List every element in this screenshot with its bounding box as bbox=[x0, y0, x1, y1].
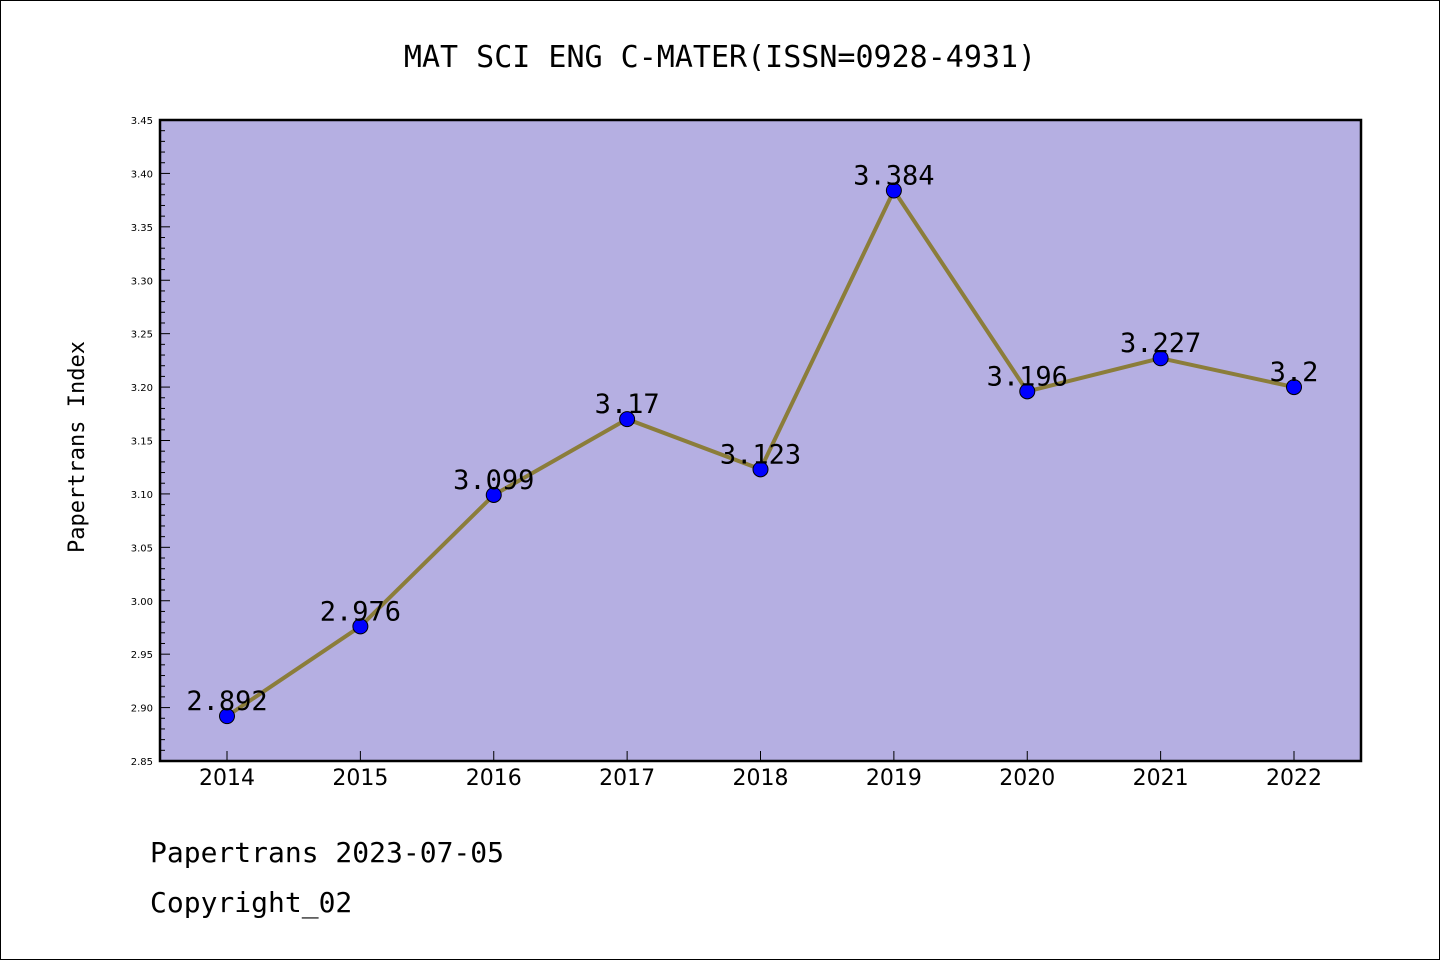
data-label: 2.976 bbox=[320, 596, 401, 627]
data-point bbox=[1152, 350, 1169, 367]
y-tick-label: 3.25 bbox=[131, 330, 153, 341]
data-label: 3.196 bbox=[987, 361, 1068, 392]
data-point bbox=[1019, 383, 1036, 400]
y-tick-label: 3.40 bbox=[131, 169, 153, 180]
x-tick-label: 2017 bbox=[599, 766, 655, 791]
y-tick-label: 2.85 bbox=[131, 757, 153, 768]
plot-area bbox=[158, 118, 1363, 763]
data-label: 3.123 bbox=[720, 439, 801, 470]
data-label: 3.2 bbox=[1270, 357, 1319, 388]
data-point bbox=[619, 411, 636, 428]
y-tick-label: 3.35 bbox=[131, 223, 153, 234]
y-tick-label: 3.30 bbox=[131, 276, 153, 287]
x-tick-label: 2021 bbox=[1133, 766, 1189, 791]
y-tick-label: 3.15 bbox=[131, 437, 153, 448]
data-label: 2.892 bbox=[186, 686, 267, 717]
y-axis: 2.85 2.90 2.95 3.00 3.05 3.10 3.15 3.20 3.25 3.30… bbox=[131, 116, 170, 768]
footer-date: Papertrans 2023-07-05 bbox=[150, 836, 505, 869]
y-tick-label: 3.05 bbox=[131, 543, 153, 554]
x-tick-label: 2014 bbox=[199, 766, 255, 791]
data-point bbox=[485, 486, 502, 503]
y-axis-label: Papertrans Index bbox=[65, 341, 90, 553]
y-tick-label: 3.45 bbox=[131, 116, 153, 127]
x-tick-label: 2015 bbox=[332, 766, 388, 791]
data-label: 3.384 bbox=[853, 161, 934, 192]
x-tick-label: 2016 bbox=[466, 766, 522, 791]
data-point bbox=[752, 461, 769, 478]
y-tick-label: 3.00 bbox=[131, 597, 153, 608]
data-point bbox=[1286, 379, 1302, 396]
chart-title: MAT SCI ENG C-MATER(ISSN=0928-4931) bbox=[404, 40, 1036, 75]
data-point bbox=[352, 618, 369, 635]
data-point bbox=[885, 182, 902, 199]
data-point bbox=[219, 708, 235, 725]
data-labels: 2.892 2.976 3.099 3.17 3.123 3.384 3.196 3.227 3… bbox=[186, 161, 1318, 718]
y-tick-label: 3.20 bbox=[131, 383, 153, 394]
x-tick-label: 2020 bbox=[999, 766, 1055, 791]
footer-copyright: Copyright_02 bbox=[150, 886, 353, 919]
x-tick-label: 2022 bbox=[1266, 766, 1322, 791]
data-label: 3.227 bbox=[1120, 328, 1201, 359]
data-label: 3.17 bbox=[595, 389, 660, 420]
x-axis: 2014 2015 2016 2017 2018 2019 2020 2021 2022 bbox=[199, 751, 1322, 791]
y-tick-label: 2.90 bbox=[131, 704, 153, 715]
x-tick-label: 2019 bbox=[866, 766, 922, 791]
y-tick-label: 2.95 bbox=[131, 650, 153, 661]
x-tick-label: 2018 bbox=[733, 766, 789, 791]
data-markers bbox=[219, 182, 1302, 725]
y-tick-label: 3.10 bbox=[131, 490, 153, 501]
data-label: 3.099 bbox=[453, 465, 534, 496]
